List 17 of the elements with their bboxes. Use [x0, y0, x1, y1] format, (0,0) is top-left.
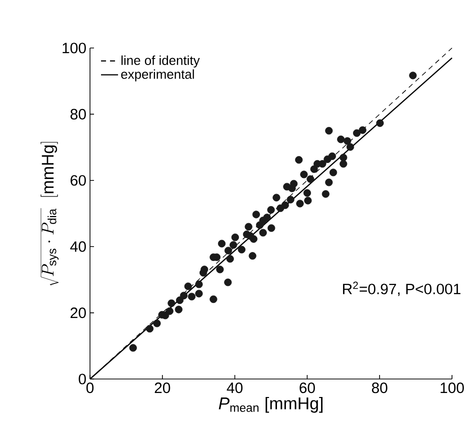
y-tick-label: 80 — [70, 108, 86, 120]
y-axis-title: $\sqrt{P_{\mathrm{sys}}\cdot P_{\mathrm{dia}}}\;\;[\mathrm{mmHg}]$ — [40, 142, 59, 286]
y-tick-label: 0 — [78, 374, 86, 384]
annotation: R$^{2}$=0.97, P<0.001 — [343, 282, 460, 296]
y-tick-label: 60 — [70, 175, 86, 186]
x-tick-label: 20 — [154, 382, 170, 394]
x-tick-label: 60 — [300, 382, 315, 394]
y-tick-label: 20 — [70, 308, 86, 318]
y-tick-label: 100 — [62, 42, 86, 54]
legend-label: line of identity — [122, 55, 200, 68]
legend-label: experimental — [121, 69, 194, 82]
x-tick-label: 100 — [440, 382, 464, 394]
x-tick-label: 80 — [372, 382, 388, 394]
x-axis-title: P$_{mean}$ [mmHg] — [218, 396, 323, 413]
x-tick-label: 40 — [226, 382, 243, 394]
y-tick-label: 40 — [70, 241, 86, 252]
x-tick-label: 0 — [86, 382, 94, 394]
